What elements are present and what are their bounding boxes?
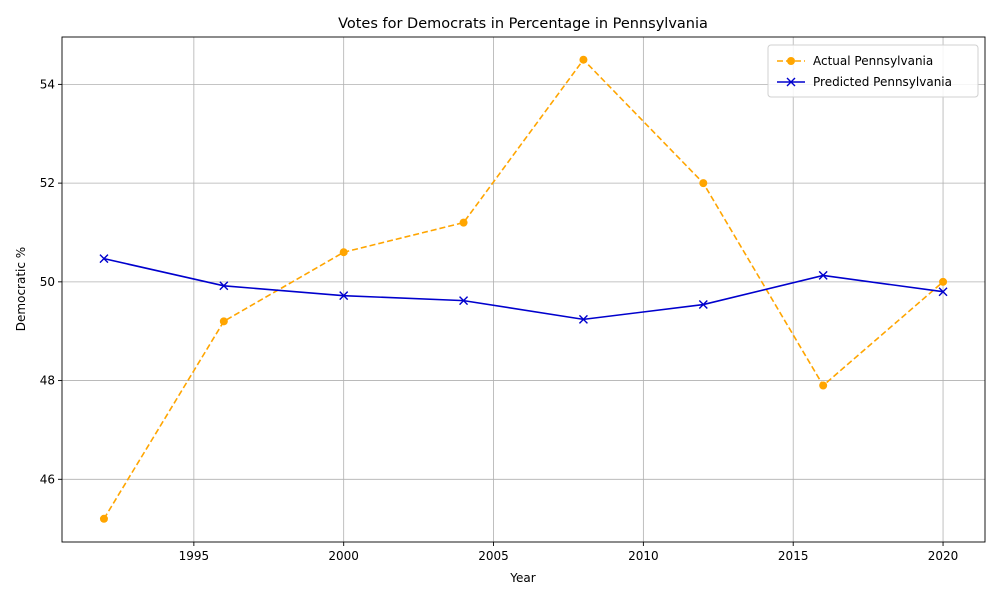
data-point: [699, 179, 708, 188]
y-axis-label: Democratic %: [14, 247, 28, 331]
data-point: [459, 218, 468, 227]
legend-label: Actual Pennsylvania: [813, 54, 933, 68]
x-axis-label: Year: [509, 571, 535, 585]
plot-frame: [61, 36, 986, 543]
legend-entry: Actual Pennsylvania: [777, 54, 933, 68]
legend-entry: Predicted Pennsylvania: [777, 75, 952, 89]
x-tick-label: 2015: [778, 549, 809, 563]
legend-marker: [787, 57, 795, 65]
data-point: [219, 281, 229, 291]
grid: [62, 37, 985, 542]
data-point: [339, 291, 349, 301]
series-line: [103, 257, 944, 321]
y-tick-label: 54: [40, 77, 55, 91]
legend: Actual Pennsylvania Predicted Pennsylvani…: [767, 44, 979, 98]
data-point: [99, 514, 108, 523]
y-tick-label: 48: [40, 374, 55, 388]
data-point: [578, 314, 588, 324]
chart-title: Votes for Democrats in Percentage in Pen…: [338, 16, 708, 32]
x-tick-label: 2000: [328, 549, 359, 563]
data-point: [818, 270, 828, 280]
x-tick-label: 2005: [478, 549, 509, 563]
series-1: [99, 55, 948, 523]
data-point: [579, 55, 588, 64]
x-tick-label: 2010: [628, 549, 659, 563]
series-2: [99, 254, 948, 324]
x-tick-label: 1995: [179, 549, 210, 563]
legend-label: Predicted Pennsylvania: [813, 75, 952, 89]
data-point: [459, 296, 469, 306]
y-tick-label: 50: [40, 275, 55, 289]
data-point: [99, 254, 109, 264]
x-tick-label: 2020: [928, 549, 959, 563]
data-point: [939, 277, 948, 286]
data-point: [938, 287, 948, 297]
axes: 1995 2000 2005 2010 2015 2020 46 48 50 52 54: [40, 36, 986, 563]
legend-marker: [786, 77, 796, 87]
data-point: [698, 300, 708, 310]
y-tick-label: 46: [40, 472, 55, 486]
data-point: [819, 381, 828, 390]
legend-box: [767, 44, 979, 98]
data-point: [219, 317, 228, 326]
series-layer: [99, 55, 948, 523]
data-point: [339, 248, 348, 257]
series-line: [103, 58, 944, 520]
y-tick-label: 52: [40, 176, 55, 190]
